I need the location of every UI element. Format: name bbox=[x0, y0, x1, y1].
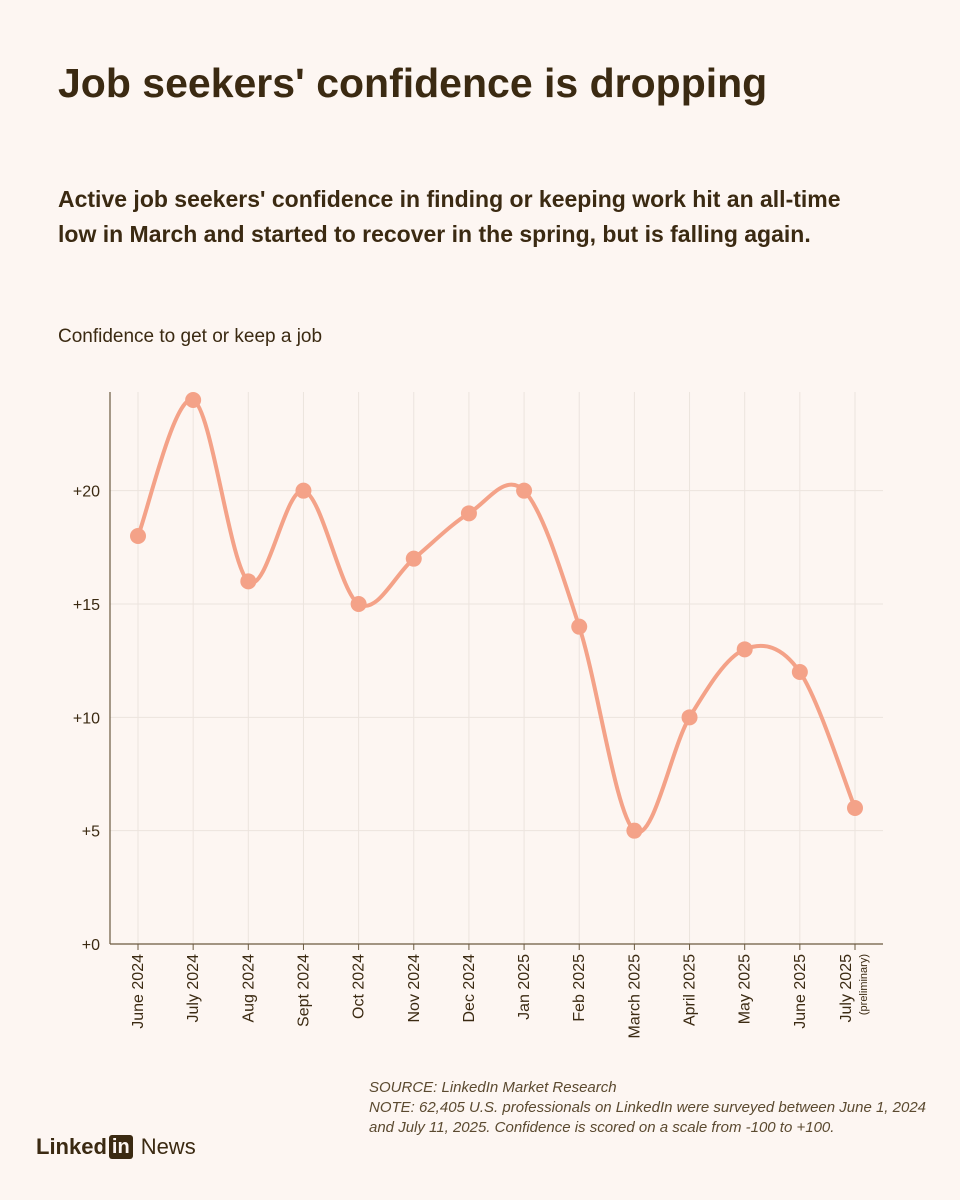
data-point bbox=[791, 664, 808, 680]
y-tick-label: +20 bbox=[73, 484, 100, 501]
x-tick-label: July 2025 bbox=[838, 954, 855, 1023]
logo-news: News bbox=[140, 1134, 196, 1159]
data-point bbox=[185, 392, 202, 408]
linkedin-news-logo: Linked in News bbox=[36, 1134, 196, 1160]
data-point bbox=[681, 709, 698, 726]
data-point bbox=[240, 573, 257, 590]
chart-title: Job seekers' confidence is dropping bbox=[58, 60, 768, 106]
x-tick-note: (preliminary) bbox=[858, 954, 870, 1015]
linkedin-in-icon: in bbox=[108, 1135, 133, 1159]
y-axis-label: Confidence to get or keep a job bbox=[58, 326, 323, 347]
y-tick-label: +15 bbox=[73, 597, 100, 614]
x-tick-label: Feb 2025 bbox=[571, 954, 588, 1022]
x-tick-label: Oct 2024 bbox=[351, 954, 368, 1019]
data-point bbox=[516, 482, 533, 499]
x-tick-label: June 2025 bbox=[792, 954, 809, 1029]
x-tick-label: Dec 2024 bbox=[461, 954, 478, 1023]
x-tick-label: Jan 2025 bbox=[516, 954, 533, 1020]
chart-subtitle: Active job seekers' confidence in findin… bbox=[58, 186, 841, 247]
data-point bbox=[847, 800, 863, 816]
data-point bbox=[736, 641, 753, 658]
data-point bbox=[571, 618, 588, 635]
x-tick-label: Sept 2024 bbox=[295, 954, 312, 1027]
y-tick-label: +5 bbox=[82, 824, 100, 841]
logo-linked: Linked bbox=[36, 1134, 107, 1159]
footnote: SOURCE: LinkedIn Market Research NOTE: 6… bbox=[369, 1078, 929, 1138]
x-tick-label: Aug 2024 bbox=[240, 954, 257, 1023]
data-point bbox=[460, 505, 477, 522]
x-tick-label: March 2025 bbox=[626, 954, 643, 1039]
y-tick-label: +10 bbox=[73, 710, 100, 727]
x-tick-label: Nov 2024 bbox=[406, 954, 423, 1023]
data-point bbox=[626, 822, 643, 839]
line-chart: +0 +5 +10 +15 +20 June 2024 July 2024 Aug 2024 S… bbox=[73, 392, 883, 1039]
x-tick-label: April 2025 bbox=[682, 954, 699, 1026]
source-text: SOURCE: LinkedIn Market Research bbox=[369, 1079, 617, 1096]
x-tick-label: July 2024 bbox=[185, 954, 202, 1023]
x-tick-label: May 2025 bbox=[737, 954, 754, 1024]
series-line bbox=[136, 397, 857, 835]
y-tick-label: +0 bbox=[82, 937, 100, 954]
note-text: NOTE: 62,405 U.S. professionals on Linke… bbox=[369, 1099, 926, 1136]
data-point bbox=[295, 482, 312, 499]
data-point bbox=[130, 528, 146, 544]
data-point bbox=[350, 596, 367, 612]
data-point bbox=[405, 550, 422, 567]
x-tick-label: June 2024 bbox=[130, 954, 147, 1029]
